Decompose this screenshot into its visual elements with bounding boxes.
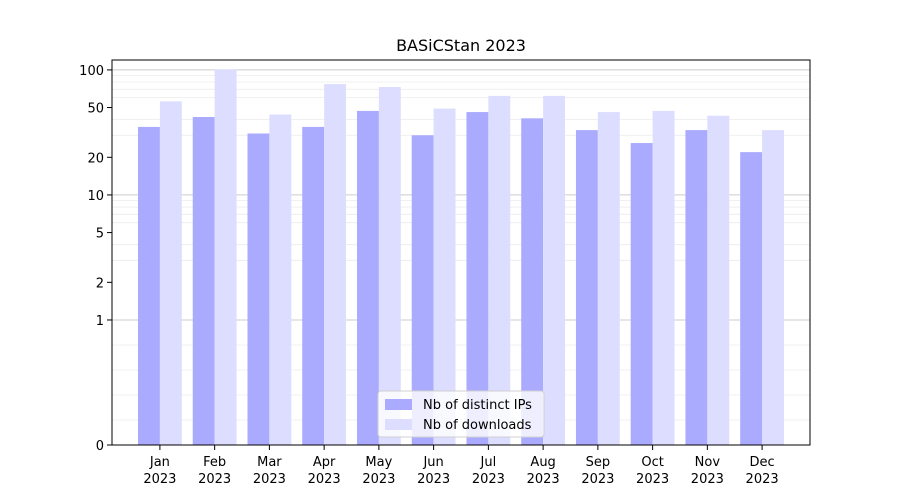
bar-distinct-ips-9 [630, 143, 653, 445]
legend-box [377, 390, 545, 438]
x-tick-label: Mar [257, 455, 282, 470]
legend-label: Nb of downloads [423, 418, 532, 433]
x-tick-label: 2023 [746, 472, 779, 487]
bar-downloads-0 [159, 101, 182, 445]
bar-downloads-6 [488, 95, 511, 446]
x-tick-label: 2023 [308, 472, 341, 487]
y-tick-label: 20 [87, 151, 104, 166]
bar-downloads-4 [378, 86, 401, 445]
x-tick-label: Sep [586, 455, 611, 470]
x-tick-label: 2023 [527, 472, 560, 487]
bar-downloads-11 [762, 130, 784, 445]
x-tick-label: 2023 [691, 472, 724, 487]
x-tick-label: Aug [530, 455, 555, 470]
x-tick-label: Feb [203, 455, 226, 470]
bar-distinct-ips-2 [247, 133, 270, 445]
x-tick-label: 2023 [581, 472, 614, 487]
bar-distinct-ips-4 [356, 110, 379, 445]
legend-swatch [385, 399, 412, 410]
x-tick-label: 2023 [253, 472, 286, 487]
bar-distinct-ips-3 [302, 126, 325, 446]
y-tick-label: 50 [87, 102, 104, 117]
y-tick-label: 100 [79, 64, 104, 79]
bar-downloads-7 [543, 95, 566, 446]
bar-downloads-5 [433, 108, 456, 445]
bar-distinct-ips-8 [575, 130, 598, 445]
y-tick-label: 2 [96, 276, 104, 291]
legend: Nb of distinct IPs Nb of downloads [377, 390, 545, 438]
x-tick-label: 2023 [198, 472, 231, 487]
x-tick-label: 2023 [417, 472, 450, 487]
bar-distinct-ips-5 [411, 135, 434, 445]
x-tick-label: 2023 [143, 472, 176, 487]
x-tick-label: 2023 [472, 472, 505, 487]
bar-distinct-ips-0 [138, 126, 160, 446]
chart-title: BASiCStan 2023 [396, 36, 526, 55]
legend-label: Nb of distinct IPs [423, 398, 532, 413]
bar-downloads-8 [597, 112, 620, 445]
x-tick-label: 2023 [636, 472, 669, 487]
x-tick-label: Dec [750, 455, 775, 470]
y-tick-label: 5 [96, 227, 104, 242]
x-tick-label: 2023 [362, 472, 395, 487]
bar-distinct-ips-11 [740, 152, 763, 445]
y-tick-label: 0 [96, 439, 104, 454]
bar-downloads-3 [324, 84, 347, 446]
x-tick-label: Apr [313, 455, 336, 470]
bar-distinct-ips-10 [685, 130, 708, 445]
bar-distinct-ips-1 [192, 117, 215, 445]
bar-distinct-ips-7 [521, 118, 544, 445]
y-tick-label: 10 [87, 189, 104, 204]
legend-swatch [385, 419, 412, 430]
x-tick-label: Jan [149, 455, 170, 470]
bar-downloads-2 [269, 114, 292, 445]
bar-downloads-10 [707, 115, 730, 445]
x-tick-label: Jun [422, 455, 443, 470]
y-tick-label: 1 [96, 314, 104, 329]
x-tick-label: May [365, 455, 392, 470]
bar-downloads-9 [652, 110, 675, 445]
x-tick-label: Nov [695, 455, 721, 470]
bar-downloads-1 [214, 69, 237, 445]
x-tick-label: Oct [641, 455, 663, 470]
bar-distinct-ips-6 [466, 112, 489, 445]
x-tick-label: Jul [480, 455, 497, 470]
